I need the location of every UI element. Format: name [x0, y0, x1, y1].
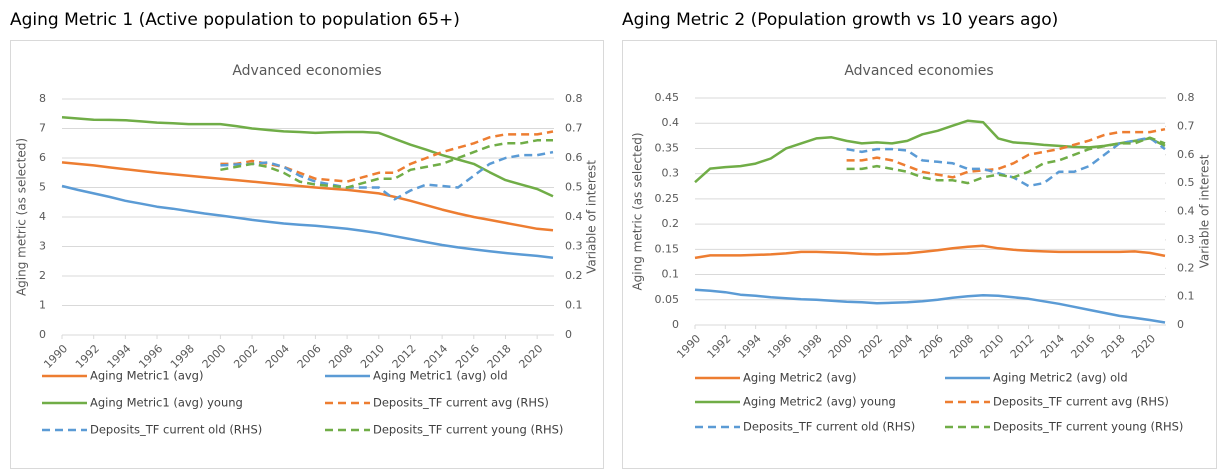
y2-tick-label: 0.5	[1177, 176, 1195, 189]
legend-label: Deposits_TF current young (RHS)	[993, 420, 1183, 434]
y-tick-label: 0	[39, 328, 46, 341]
legend-label: Aging Metric1 (avg)	[90, 369, 203, 383]
y2-tick-label: 0.3	[1177, 233, 1195, 246]
y-tick-label: 6	[39, 151, 46, 164]
series-line	[220, 139, 553, 189]
y-tick-label: 1	[39, 299, 46, 312]
y2-tick-label: 0.2	[1177, 261, 1195, 274]
series-line	[846, 127, 1166, 179]
y-tick-label: 7	[39, 122, 46, 135]
legend-label: Deposits_TF current old (RHS)	[743, 420, 915, 434]
y2-tick-label: 0.3	[565, 240, 583, 253]
series-line	[694, 119, 1166, 184]
series-line	[846, 136, 1166, 188]
heading: Aging Metric 2 (Population growth vs 10 …	[622, 10, 1058, 30]
y2-tick-label: 0.2	[565, 269, 583, 282]
chart-title: Advanced economies	[232, 63, 381, 79]
legend-label: Aging Metric2 (avg)	[743, 371, 856, 385]
y-tick-label: 0.3	[662, 167, 680, 180]
series-line	[61, 184, 554, 259]
y-tick-label: 0.45	[655, 91, 680, 104]
y2-tick-label: 0.1	[1177, 290, 1195, 303]
y-tick-label: 5	[39, 181, 46, 194]
series-line	[61, 161, 554, 232]
y2-tick-label: 0	[565, 328, 572, 341]
legend-label: Aging Metric1 (avg) young	[90, 396, 243, 410]
y-tick-label: 0.05	[655, 293, 680, 306]
legend-label: Deposits_TF current young (RHS)	[373, 423, 563, 437]
y2-tick-label: 0.8	[1177, 91, 1195, 104]
y2-tick-label: 0.6	[1177, 148, 1195, 161]
legend-label: Deposits_TF current avg (RHS)	[993, 395, 1169, 409]
legend-label: Deposits_TF current avg (RHS)	[373, 396, 549, 410]
legend-label: Aging Metric2 (avg) old	[993, 371, 1128, 385]
y2-axis-title: Variable of interest	[585, 160, 599, 274]
legend-label: Aging Metric1 (avg) old	[373, 369, 508, 383]
y-tick-label: 0.15	[655, 242, 680, 255]
y2-tick-label: 0.7	[1177, 119, 1195, 132]
y-axis-title: Aging metric (as selected)	[631, 132, 645, 290]
y-tick-label: 2	[39, 269, 46, 282]
y-axis-title: Aging metric (as selected)	[15, 138, 29, 296]
y-tick-label: 0.35	[655, 141, 680, 154]
y-tick-label: 3	[39, 240, 46, 253]
series-line	[61, 116, 554, 198]
series-line	[220, 150, 554, 201]
y-tick-label: 0.2	[662, 217, 680, 230]
y2-tick-label: 0.5	[565, 181, 583, 194]
heading: Aging Metric 1 (Active population to pop…	[10, 10, 460, 30]
chart-title: Advanced economies	[844, 63, 993, 79]
y-tick-label: 8	[39, 92, 46, 105]
y-tick-label: 0.25	[655, 192, 680, 205]
y-tick-label: 0.1	[662, 268, 680, 281]
series-line	[694, 288, 1166, 324]
y2-tick-label: 0.8	[565, 92, 583, 105]
y-tick-label: 4	[39, 210, 46, 223]
legend-label: Deposits_TF current old (RHS)	[90, 423, 262, 437]
chart-frame	[10, 40, 604, 469]
y2-tick-label: 0.6	[565, 151, 583, 164]
y-tick-label: 0	[672, 318, 679, 331]
y2-tick-label: 0.4	[565, 210, 583, 223]
y-tick-label: 0.4	[662, 116, 680, 129]
series-line	[694, 244, 1166, 260]
y2-tick-label: 0.7	[565, 122, 583, 135]
legend-label: Aging Metric2 (avg) young	[743, 395, 896, 409]
y2-tick-label: 0.1	[565, 299, 583, 312]
y2-tick-label: 0	[1177, 318, 1184, 331]
y2-tick-label: 0.4	[1177, 205, 1195, 218]
series-line	[846, 136, 1166, 185]
y2-axis-title: Variable of interest	[1198, 154, 1212, 268]
